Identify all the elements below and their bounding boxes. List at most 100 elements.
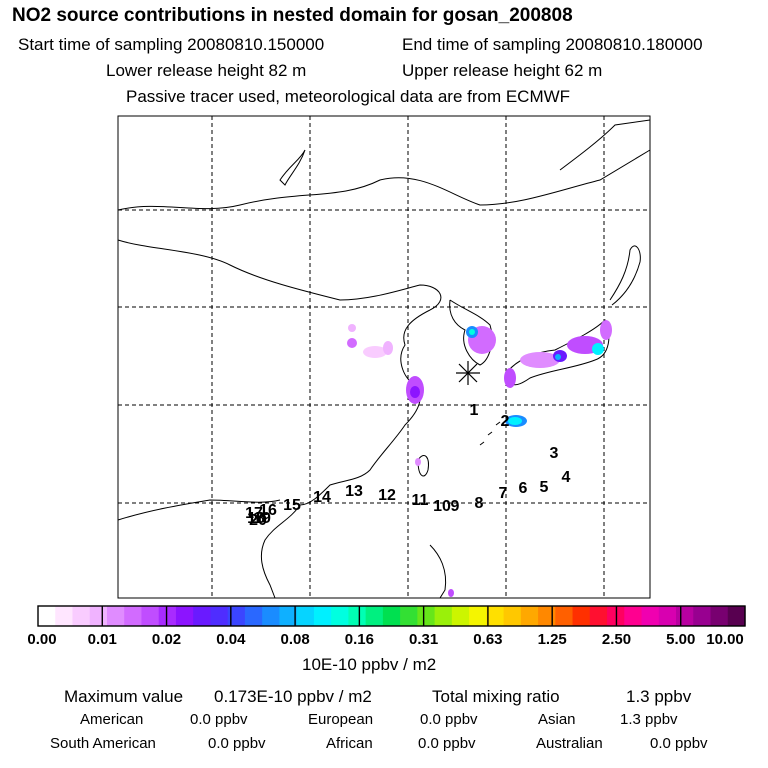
colorbar-tick-label: 0.01 [87,631,117,648]
colorbar-tick-label: 0.63 [473,631,503,648]
trajectory-label-16: 16 [259,502,277,519]
colorbar-cell [400,606,418,626]
grid-lines [118,116,650,598]
colorbar-tick-label: 0.04 [216,631,246,648]
trajectory-label-13: 13 [345,483,363,500]
receptor-marker [456,361,480,385]
trajectory-label-11: 11 [412,492,429,509]
colorbar-tick-label: 0.02 [151,631,182,648]
colorbar-cell [503,606,522,626]
region-value-asian: 1.3 ppbv [620,711,678,728]
colorbar-cell [520,606,539,626]
trajectory-label-7: 7 [499,485,508,502]
trajectory-label-5: 5 [540,479,549,496]
colorbar-cell [624,606,643,626]
colorbar-cell [693,606,712,626]
colorbar-tick-label: 2.50 [601,631,632,648]
trajectory-label-20: 20 [249,512,267,529]
region-name-australian: Australian [536,735,603,752]
colorbar-cell [589,606,608,626]
upper-release-label: Upper release height 62 m [402,61,603,80]
colorbar-tick-label: 10.00 [706,631,744,648]
trajectory-label-10: 10 [433,498,451,515]
colorbar-tick-label: 1.25 [537,631,567,648]
colorbar-cell [313,606,332,626]
region-name-european: European [308,711,374,728]
region-value-australian: 0.0 ppbv [650,735,708,752]
colorbar-cell [72,606,91,626]
colorbar-cell [555,606,574,626]
colorbar-cell [469,606,487,626]
colorbar-cell [193,606,212,626]
trajectory-label-2: 2 [501,413,510,430]
region-value-south-american: 0.0 ppbv [208,735,266,752]
colorbar-cell [451,606,470,626]
colorbar-cell [38,606,56,626]
colorbar-tick-label: 0.31 [409,631,439,648]
colorbar-tick-label: 0.16 [344,631,374,648]
colorbar-cell [106,606,125,626]
trajectory-label-8: 8 [475,495,484,512]
colorbar-cell [227,606,246,626]
colorbar-cell [486,606,505,626]
tracer-note: Passive tracer used, meteorological data… [126,87,571,106]
colorbar-unit: 10E-10 ppbv / m2 [302,655,437,674]
region-name-african: African [326,735,373,752]
start-time-label: Start time of sampling 20080810.150000 [18,35,325,54]
colorbar-cell [175,606,194,626]
colorbar-cell [658,606,677,626]
colorbar-cell [55,606,74,626]
max-value-label: Maximum value [64,687,184,706]
region-name-south-american: South American [50,735,156,752]
trajectory-label-3: 3 [550,445,559,462]
colorbar-cell [727,606,746,626]
lower-release-label: Lower release height 82 m [106,61,307,80]
trajectory-label-15: 15 [283,497,301,514]
trajectory-label-1: 1 [470,402,479,419]
colorbar-cell [434,606,453,626]
colorbar-cell [279,606,298,626]
total-mixing-value: 1.3 ppbv [626,687,692,706]
trajectory-label-14: 14 [313,489,331,506]
colorbar-tick-label: 0.00 [27,631,57,648]
trajectory-label-19: 19 [253,510,271,527]
colorbar-cell [417,606,436,626]
region-value-european: 0.0 ppbv [420,711,478,728]
region-value-african: 0.0 ppbv [418,735,476,752]
total-mixing-label: Total mixing ratio [432,687,560,706]
colorbar-cell [89,606,108,626]
trajectory-label-18: 18 [247,510,265,527]
concentration-plumes [347,320,612,597]
colorbar-cell [262,606,281,626]
trajectory-label-6: 6 [519,480,528,497]
max-value: 0.173E-10 ppbv / m2 [214,687,372,706]
colorbar-cell [365,606,384,626]
colorbar-cell [141,606,160,626]
region-value-american: 0.0 ppbv [190,711,248,728]
colorbar-tick-label: 5.00 [666,631,696,648]
colorbar-cell [331,606,349,626]
colorbar-cell [538,606,556,626]
page-title: NO2 source contributions in nested domai… [12,5,573,26]
colorbar-cell [124,606,143,626]
colorbar-cell [676,606,694,626]
colorbar-cell [641,606,660,626]
colorbar-cell [244,606,263,626]
trajectory-label-9: 9 [451,498,460,515]
trajectory-label-17: 17 [245,505,263,522]
trajectory-label-4: 4 [562,469,571,486]
colorbar-cell [710,606,729,626]
colorbar-cell [296,606,315,626]
colorbar-cell [158,606,177,626]
colorbar-cell [210,606,229,626]
colorbar-tick-label: 0.08 [280,631,310,648]
end-time-label: End time of sampling 20080810.180000 [402,35,703,54]
region-name-american: American [80,711,144,728]
region-name-asian: Asian [538,711,576,728]
colorbar-cell [572,606,591,626]
trajectory-label-12: 12 [378,487,396,504]
colorbar-cell [382,606,401,626]
